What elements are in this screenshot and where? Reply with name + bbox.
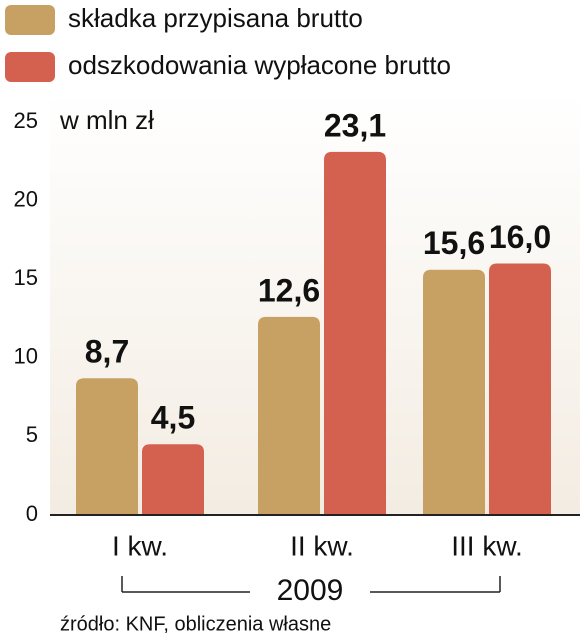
- y-tick-label: 15: [14, 265, 38, 290]
- y-tick-label: 25: [14, 108, 38, 133]
- bar: [324, 151, 386, 516]
- bar: [489, 263, 551, 515]
- y-tick-label: 10: [14, 344, 38, 369]
- source: źródło: KNF, obliczenia własne: [60, 613, 331, 635]
- value-label: 4,5: [151, 400, 195, 436]
- legend-label: składka przypisana brutto: [68, 3, 363, 33]
- y-tick-label: 5: [26, 422, 38, 447]
- x-tick-label: I kw.: [112, 530, 168, 561]
- x-tick-label: II kw.: [290, 530, 354, 561]
- value-label: 16,0: [489, 219, 551, 255]
- x-tick-label: III kw.: [451, 530, 523, 561]
- bar: [258, 316, 320, 515]
- value-label: 15,6: [423, 225, 485, 261]
- bar: [76, 378, 138, 515]
- value-label: 23,1: [324, 107, 386, 143]
- legend-label: odszkodowania wypłacone brutto: [68, 50, 451, 80]
- value-label: 8,7: [85, 334, 129, 370]
- value-label: 12,6: [258, 272, 320, 308]
- bar: [142, 444, 204, 515]
- unit-label: w mln zł: [59, 105, 154, 135]
- legend-swatch: [5, 5, 55, 35]
- y-tick-label: 0: [26, 501, 38, 526]
- y-tick-label: 20: [14, 186, 38, 211]
- legend-swatch: [5, 52, 55, 82]
- period-label: 2009: [277, 574, 344, 607]
- bar: [423, 269, 485, 515]
